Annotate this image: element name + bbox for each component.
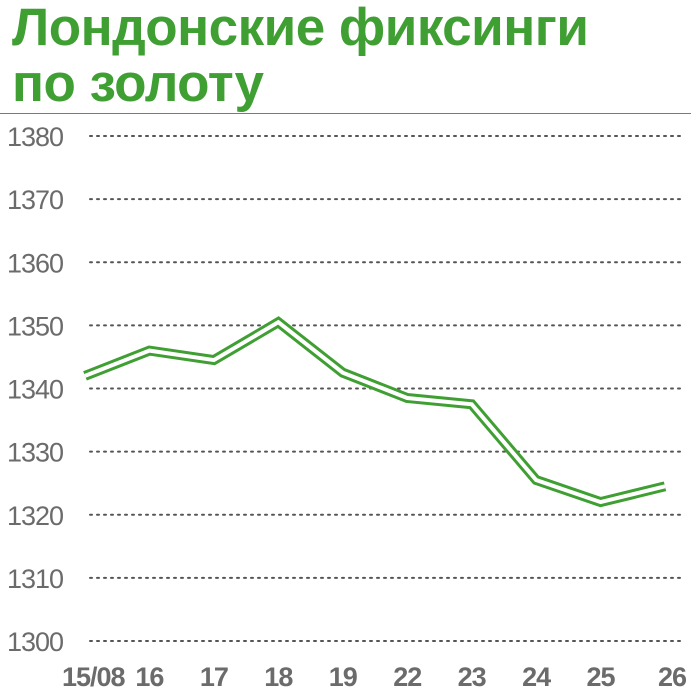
y-tick-label: 1300	[7, 627, 63, 657]
y-tick-label: 1340	[7, 375, 63, 405]
x-axis-ticks: 15/08 16 17 18 19 22 23 24 25 26	[62, 662, 688, 692]
x-tick-label: 22	[393, 662, 421, 692]
x-tick-label: 25	[587, 662, 616, 692]
y-tick-label: 1310	[7, 564, 63, 594]
x-tick-label: 23	[458, 662, 487, 692]
x-tick-label: 17	[200, 662, 228, 692]
y-tick-label: 1320	[7, 501, 63, 531]
y-tick-label: 1330	[7, 438, 63, 468]
y-tick-label: 1370	[7, 185, 63, 215]
y-tick-label: 1380	[7, 122, 63, 152]
x-tick-label: 16	[135, 662, 164, 692]
gridlines	[89, 135, 681, 642]
chart-title-line-1: Лондонские фиксинги	[12, 0, 589, 57]
x-tick-label: 19	[329, 662, 358, 692]
y-axis-ticks: 1380 1370 1360 1350 1340 1330 1320 1310 1300	[7, 122, 64, 657]
x-tick-label: 15/08	[62, 662, 126, 692]
x-tick-label: 26	[658, 662, 687, 692]
series-line-outline	[83, 316, 667, 508]
series-line	[83, 316, 667, 508]
chart-title-line-2: по золоту	[12, 54, 264, 113]
x-tick-label: 24	[522, 662, 551, 692]
y-tick-label: 1360	[7, 248, 63, 278]
x-tick-label: 18	[264, 662, 293, 692]
series-line-inner	[84, 319, 666, 505]
y-tick-label: 1350	[7, 311, 63, 341]
chart-title: Лондонские фиксинги по золоту	[12, 0, 672, 112]
title-divider	[0, 113, 691, 114]
